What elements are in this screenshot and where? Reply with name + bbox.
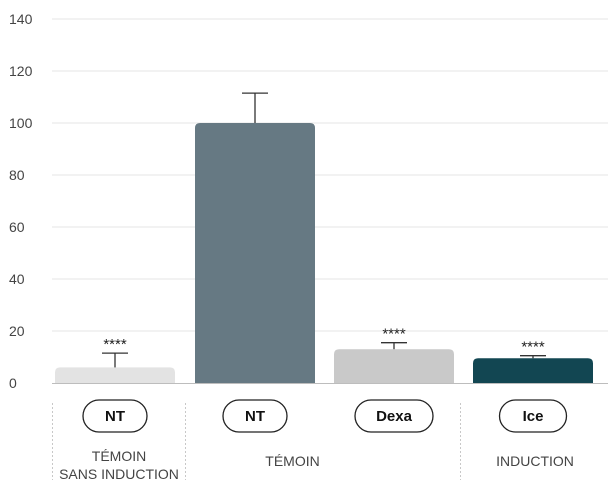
error-bar-1: [102, 352, 128, 368]
error-bar-2: [242, 92, 268, 123]
y-tick-label: 140: [9, 11, 33, 27]
category-label: NT: [105, 408, 125, 425]
category-pill-border: [222, 399, 288, 433]
y-tick-label: 120: [9, 63, 33, 79]
error-bar-3: [381, 342, 407, 350]
significance-labels: **** **** ****: [103, 326, 545, 356]
group-dividers: [52, 403, 461, 480]
category-labels: NT NT Dexa Ice: [82, 399, 568, 433]
error-bars: [102, 92, 546, 368]
group-label: INDUCTION: [496, 453, 574, 469]
bar-3: [334, 349, 454, 383]
y-tick-label: 100: [9, 115, 33, 131]
category-pill: Dexa: [354, 399, 434, 433]
y-axis-ticks: 0 20 40 60 80 100 120 140: [9, 11, 33, 391]
significance-label: ****: [521, 339, 545, 356]
grid-lines: [52, 18, 608, 332]
category-label: Dexa: [376, 408, 413, 425]
category-pill-border: [354, 399, 434, 433]
group-label: TÉMOIN: [265, 453, 319, 469]
category-pill-border: [498, 399, 568, 433]
bar-2: [195, 123, 315, 383]
y-tick-label: 80: [9, 167, 25, 183]
group-labels: TÉMOIN SANS INDUCTION TÉMOIN INDUCTION: [59, 448, 574, 482]
category-pill: NT: [222, 399, 288, 433]
group-label: TÉMOIN: [92, 448, 146, 464]
category-label: Ice: [523, 408, 544, 425]
y-tick-label: 60: [9, 219, 25, 235]
y-tick-label: 20: [9, 323, 25, 339]
category-pill: NT: [82, 399, 148, 433]
y-tick-label: 0: [9, 375, 17, 391]
category-pill-border: [82, 399, 148, 433]
error-bar-4: [520, 355, 546, 359]
bar-1: [55, 367, 175, 383]
y-tick-label: 40: [9, 271, 25, 287]
bars: [55, 123, 593, 383]
significance-label: ****: [382, 326, 406, 343]
bar-4: [473, 358, 593, 383]
group-label: SANS INDUCTION: [59, 466, 179, 482]
significance-label: ****: [103, 336, 127, 353]
category-label: NT: [245, 408, 265, 425]
category-pill: Ice: [498, 399, 568, 433]
